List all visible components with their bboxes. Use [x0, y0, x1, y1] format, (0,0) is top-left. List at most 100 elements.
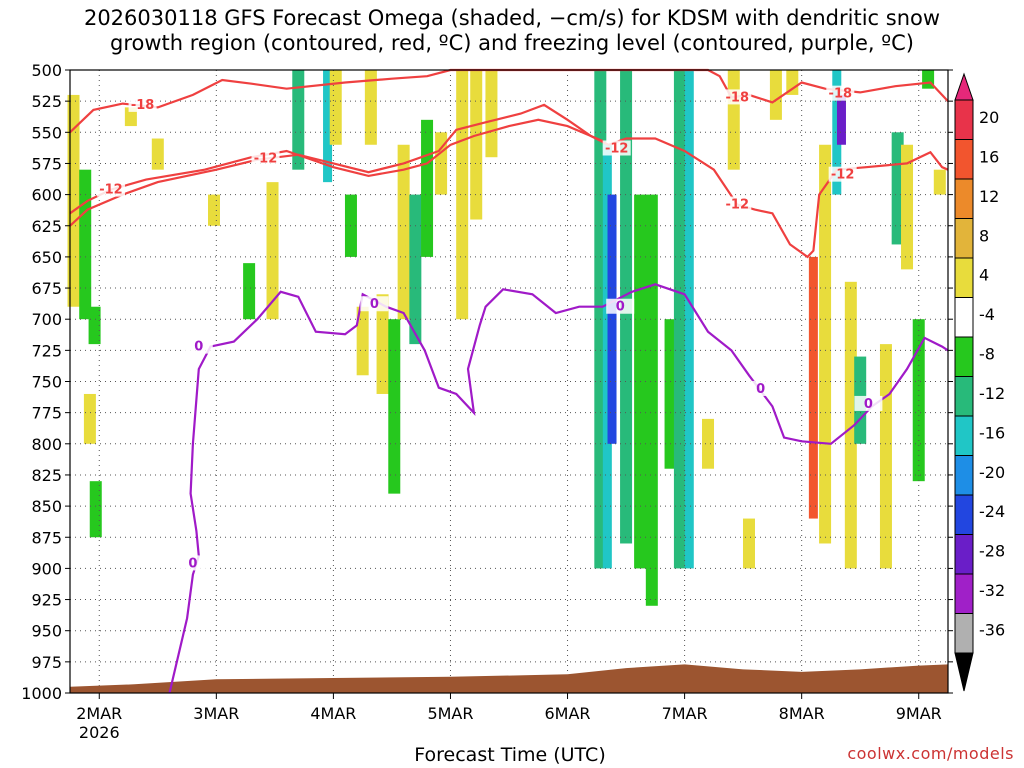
chart-title: 2026030118 GFS Forecast Omega (shaded, −… [0, 6, 1024, 56]
omega-shade-cell [702, 418, 715, 469]
omega-shade-cell [89, 481, 102, 538]
omega-shade-cell [485, 70, 498, 158]
plot-area [70, 70, 948, 693]
colorbar-label: -4 [979, 305, 995, 324]
y-tick-label: 650 [31, 248, 62, 267]
y-tick-label: 775 [31, 404, 62, 423]
omega-shade-cell [67, 94, 80, 307]
colorbar-segment [954, 139, 974, 180]
omega-shade-cell [891, 132, 904, 245]
y-tick-label: 750 [31, 373, 62, 392]
colorbar-label: -8 [979, 345, 995, 364]
contour-label-bg [828, 166, 857, 182]
omega-shade-cell [421, 119, 434, 257]
y-tick-label: 575 [31, 154, 62, 173]
omega-shade-cell [329, 70, 342, 145]
colorbar-label: 20 [979, 108, 999, 127]
x-tick-label: 7MAR [662, 704, 708, 723]
y-tick-label: 800 [31, 435, 62, 454]
omega-shade-cell [83, 393, 96, 444]
contour-label: -12 [99, 183, 123, 198]
colorbar-segment [954, 415, 974, 456]
contour-label: -12 [726, 198, 750, 213]
y-tick-label: 1000 [21, 684, 62, 703]
colorbar-label: 16 [979, 147, 999, 166]
colorbar-segment [954, 573, 974, 614]
colorbar-segment [954, 297, 974, 338]
colorbar-segment [954, 376, 974, 417]
y-tick-label: 550 [31, 123, 62, 142]
colorbar-segment [954, 218, 974, 259]
colorbar-label: -20 [979, 463, 1005, 482]
y-tick-label: 500 [31, 61, 62, 80]
x-tick-label: 3MAR [193, 704, 239, 723]
omega-shade-cell [292, 70, 305, 170]
omega-shade-cell [470, 70, 483, 220]
colorbar-label: 12 [979, 187, 999, 206]
x-tick-label: 8MAR [779, 704, 825, 723]
x-tick-sublabel: 2026 [79, 723, 120, 742]
colorbar-label: -16 [979, 423, 1005, 442]
y-tick-label: 525 [31, 92, 62, 111]
contour-label: 0 [864, 397, 873, 412]
contour-label-bg [723, 196, 752, 212]
contour-label: 0 [370, 297, 379, 312]
terrain-fill [70, 664, 948, 693]
y-tick-label: 850 [31, 497, 62, 516]
y-tick-label: 925 [31, 591, 62, 610]
colorbar-segment [954, 336, 974, 377]
contour-line [69, 118, 604, 215]
contour-label-bg [128, 96, 157, 112]
contour-label: 0 [188, 556, 197, 571]
omega-shade-cell [769, 70, 782, 120]
x-tick-label: 5MAR [427, 704, 473, 723]
contour-label-bg [606, 298, 635, 314]
contour-label-bg [854, 395, 883, 411]
x-tick-label: 6MAR [545, 704, 591, 723]
contour-label-bg [602, 140, 631, 156]
colorbar-segment [954, 178, 974, 219]
contour-label: 0 [194, 340, 203, 355]
x-tick-label: 2MAR [76, 704, 122, 723]
colorbar-bottom-triangle [954, 652, 974, 692]
omega-shade-cell [742, 518, 755, 569]
colorbar-segment [954, 99, 974, 140]
omega-shade-cell [323, 70, 333, 183]
y-tick-label: 600 [31, 186, 62, 205]
omega-shade-cell [819, 144, 832, 544]
contour-label-bg [184, 338, 213, 354]
colorbar-label: -36 [979, 620, 1005, 639]
omega-shade-cell [397, 144, 410, 320]
omega-shade-cell [727, 70, 740, 170]
contour-label-bg [251, 150, 280, 166]
y-tick-label: 975 [31, 653, 62, 672]
colorbar-label: -32 [979, 581, 1005, 600]
omega-shade-cell [684, 70, 694, 569]
omega-shade-cell [266, 182, 279, 320]
colorbar-segment [954, 613, 974, 654]
contour-label: -18 [829, 87, 853, 102]
omega-shade-cell [933, 169, 946, 195]
omega-shade-cell [808, 256, 818, 519]
contour-label: 0 [756, 382, 765, 397]
omega-shade-cell [88, 306, 101, 345]
contour-label-bg [178, 555, 207, 571]
x-tick-label: 9MAR [896, 704, 942, 723]
omega-shade-cell [456, 70, 469, 320]
colorbar-segment [954, 534, 974, 575]
omega-shade-cell [207, 194, 220, 226]
omega-shade-cell [388, 319, 401, 494]
y-tick-label: 675 [31, 279, 62, 298]
colorbar-label: 8 [979, 226, 989, 245]
omega-shade-cell [409, 194, 422, 345]
y-tick-label: 625 [31, 217, 62, 236]
omega-shade-cell [435, 132, 448, 195]
omega-shade-cell [844, 281, 857, 569]
chart-title-line2: growth region (contoured, red, ºC) and f… [110, 31, 914, 55]
chart-title-line1: 2026030118 GFS Forecast Omega (shaded, −… [83, 6, 941, 30]
contour-label-bg [360, 296, 389, 312]
y-tick-label: 725 [31, 341, 62, 360]
colorbar-label: -28 [979, 542, 1005, 561]
colorbar-label: -12 [979, 384, 1005, 403]
